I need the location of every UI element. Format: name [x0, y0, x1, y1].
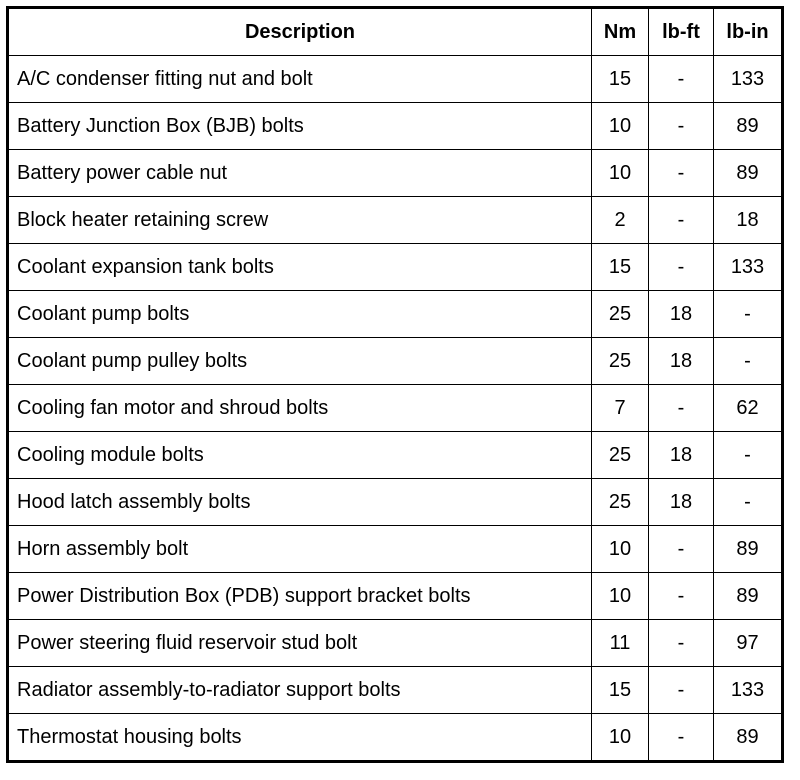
- value-cell: -: [713, 478, 783, 526]
- value-cell: 133: [713, 55, 783, 103]
- value-cell: -: [648, 243, 714, 291]
- table-row: Thermostat housing bolts 10-89: [7, 713, 783, 762]
- value-cell: 133: [713, 666, 783, 714]
- value-cell: -: [713, 290, 783, 338]
- description-cell: Coolant pump bolts: [7, 290, 592, 338]
- description-cell: Power Distribution Box (PDB) support bra…: [7, 572, 592, 620]
- value-cell: 18: [648, 478, 714, 526]
- description-cell: A/C condenser fitting nut and bolt: [7, 55, 592, 103]
- value-cell: -: [648, 572, 714, 620]
- description-cell: Thermostat housing bolts: [7, 713, 592, 762]
- value-cell: 15: [591, 243, 649, 291]
- description-cell: Coolant expansion tank bolts: [7, 243, 592, 291]
- table-row: Horn assembly bolt 10-89: [7, 525, 783, 573]
- value-cell: 89: [713, 713, 783, 762]
- value-cell: 133: [713, 243, 783, 291]
- header-row: Description Nm lb-ft lb-in: [7, 7, 783, 56]
- description-cell: Horn assembly bolt: [7, 525, 592, 573]
- table-row: Cooling module bolts 25 18-: [7, 431, 783, 479]
- value-cell: 25: [591, 478, 649, 526]
- description-cell: Radiator assembly-to-radiator support bo…: [7, 666, 592, 714]
- description-cell: Battery power cable nut: [7, 149, 592, 197]
- table-body: A/C condenser fitting nut and bolt 15-133…: [7, 55, 783, 762]
- value-cell: 25: [591, 431, 649, 479]
- table-row: Power steering fluid reservoir stud bolt…: [7, 619, 783, 667]
- value-cell: 15: [591, 55, 649, 103]
- value-cell: -: [648, 525, 714, 573]
- header-cell: Nm: [591, 7, 649, 56]
- header-cell: Description: [7, 7, 592, 56]
- value-cell: -: [648, 619, 714, 667]
- table-row: Coolant pump pulley bolts 25 18-: [7, 337, 783, 385]
- value-cell: -: [713, 337, 783, 385]
- value-cell: 89: [713, 572, 783, 620]
- table-row: Hood latch assembly bolts 25 18-: [7, 478, 783, 526]
- value-cell: 18: [713, 196, 783, 244]
- table-row: Power Distribution Box (PDB) support bra…: [7, 572, 783, 620]
- header-cell: lb-in: [713, 7, 783, 56]
- description-cell: Coolant pump pulley bolts: [7, 337, 592, 385]
- value-cell: 10: [591, 572, 649, 620]
- value-cell: 25: [591, 290, 649, 338]
- value-cell: 89: [713, 149, 783, 197]
- value-cell: -: [648, 149, 714, 197]
- value-cell: 89: [713, 102, 783, 150]
- value-cell: 15: [591, 666, 649, 714]
- header-cell: lb-ft: [648, 7, 714, 56]
- torque-table: Description Nm lb-ft lb-in A/C condenser fi…: [6, 6, 784, 763]
- value-cell: -: [648, 713, 714, 762]
- table-row: Coolant pump bolts 25 18-: [7, 290, 783, 338]
- value-cell: 10: [591, 525, 649, 573]
- value-cell: 10: [591, 713, 649, 762]
- table-row: Battery Junction Box (BJB) bolts 10-89: [7, 102, 783, 150]
- description-cell: Cooling module bolts: [7, 431, 592, 479]
- value-cell: 25: [591, 337, 649, 385]
- table-row: A/C condenser fitting nut and bolt 15-133: [7, 55, 783, 103]
- table-row: Cooling fan motor and shroud bolts 7-62: [7, 384, 783, 432]
- description-cell: Hood latch assembly bolts: [7, 478, 592, 526]
- value-cell: 11: [591, 619, 649, 667]
- description-cell: Battery Junction Box (BJB) bolts: [7, 102, 592, 150]
- value-cell: -: [648, 384, 714, 432]
- table-row: Battery power cable nut 10-89: [7, 149, 783, 197]
- value-cell: 97: [713, 619, 783, 667]
- value-cell: 2: [591, 196, 649, 244]
- value-cell: -: [648, 196, 714, 244]
- table-row: Radiator assembly-to-radiator support bo…: [7, 666, 783, 714]
- value-cell: 7: [591, 384, 649, 432]
- value-cell: 10: [591, 102, 649, 150]
- description-cell: Block heater retaining screw: [7, 196, 592, 244]
- description-cell: Cooling fan motor and shroud bolts: [7, 384, 592, 432]
- value-cell: -: [648, 102, 714, 150]
- description-cell: Power steering fluid reservoir stud bolt: [7, 619, 592, 667]
- table-row: Coolant expansion tank bolts 15-133: [7, 243, 783, 291]
- value-cell: 10: [591, 149, 649, 197]
- table-row: Block heater retaining screw 2-18: [7, 196, 783, 244]
- value-cell: 18: [648, 337, 714, 385]
- value-cell: -: [713, 431, 783, 479]
- value-cell: -: [648, 666, 714, 714]
- value-cell: 18: [648, 431, 714, 479]
- value-cell: -: [648, 55, 714, 103]
- value-cell: 18: [648, 290, 714, 338]
- value-cell: 89: [713, 525, 783, 573]
- value-cell: 62: [713, 384, 783, 432]
